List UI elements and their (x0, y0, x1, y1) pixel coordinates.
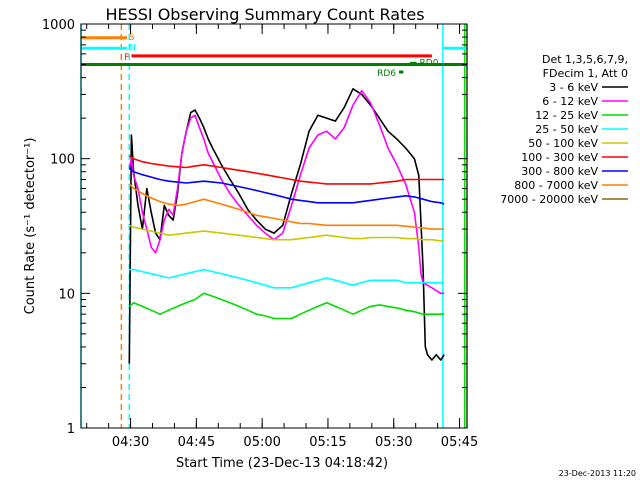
y-tick-label: 10 (58, 287, 75, 302)
x-tick-label: 05:00 (243, 435, 280, 450)
y-axis-label: Count Rate (s⁻¹ detector⁻¹) (23, 138, 38, 315)
flag-label-rd6: RD6 (377, 69, 396, 79)
series-line-3 (129, 268, 445, 289)
legend-label: 50 - 100 keV (528, 137, 598, 150)
y-tick-label: 1000 (42, 18, 75, 33)
flag-label-f: F (124, 53, 129, 63)
legend-label: 12 - 25 keV (535, 109, 598, 122)
x-tick-label: 05:30 (375, 435, 412, 450)
plot-frame (80, 23, 468, 429)
x-axis: 04:30 04:45 05:00 05:15 05:30 05:45 (86, 24, 478, 450)
flag-label-rd0: RD0 (420, 58, 439, 68)
legend-label: 25 - 50 keV (535, 123, 598, 136)
legend-label: 100 - 300 keV (521, 151, 598, 164)
x-tick-label: 04:45 (178, 435, 215, 450)
flag-label-s: S (129, 33, 135, 43)
x-tick-label: 04:30 (112, 435, 149, 450)
series-line-6 (128, 167, 445, 205)
legend: Det 1,3,5,6,7,9,FDecim 1, Att 03 - 6 keV… (500, 53, 628, 206)
legend-label: 3 - 6 keV (549, 81, 598, 94)
x-axis-label: Start Time (23-Dec-13 04:18:42) (176, 456, 388, 471)
x-tick-label: 05:45 (441, 435, 478, 450)
legend-label: 6 - 12 keV (542, 95, 598, 108)
series-line-7 (128, 183, 445, 230)
footer-timestamp: 23-Dec-2013 11:20 (559, 469, 636, 478)
flag-bars: SNF RD0 RD6 (81, 33, 467, 79)
legend-label: 300 - 800 keV (521, 165, 598, 178)
series-line-0 (128, 88, 445, 364)
series-line-5 (128, 155, 445, 185)
x-tick-label: 05:15 (309, 435, 346, 450)
legend-label: 800 - 7000 keV (514, 179, 598, 192)
series-line-1 (128, 89, 445, 295)
series-lines (128, 88, 445, 364)
legend-label: 7000 - 20000 keV (500, 193, 598, 206)
legend-header: FDecim 1, Att 0 (543, 67, 628, 80)
y-tick-label: 1 (67, 422, 75, 437)
series-line-2 (128, 292, 445, 320)
flag-label-n: N (129, 43, 136, 53)
chart-title: HESSI Observing Summary Count Rates (105, 5, 424, 24)
series-line-4 (128, 224, 445, 242)
y-tick-label: 100 (50, 153, 75, 168)
legend-header: Det 1,3,5,6,7,9, (542, 53, 628, 66)
y-axis: 1 10 100 1000 (42, 18, 467, 437)
